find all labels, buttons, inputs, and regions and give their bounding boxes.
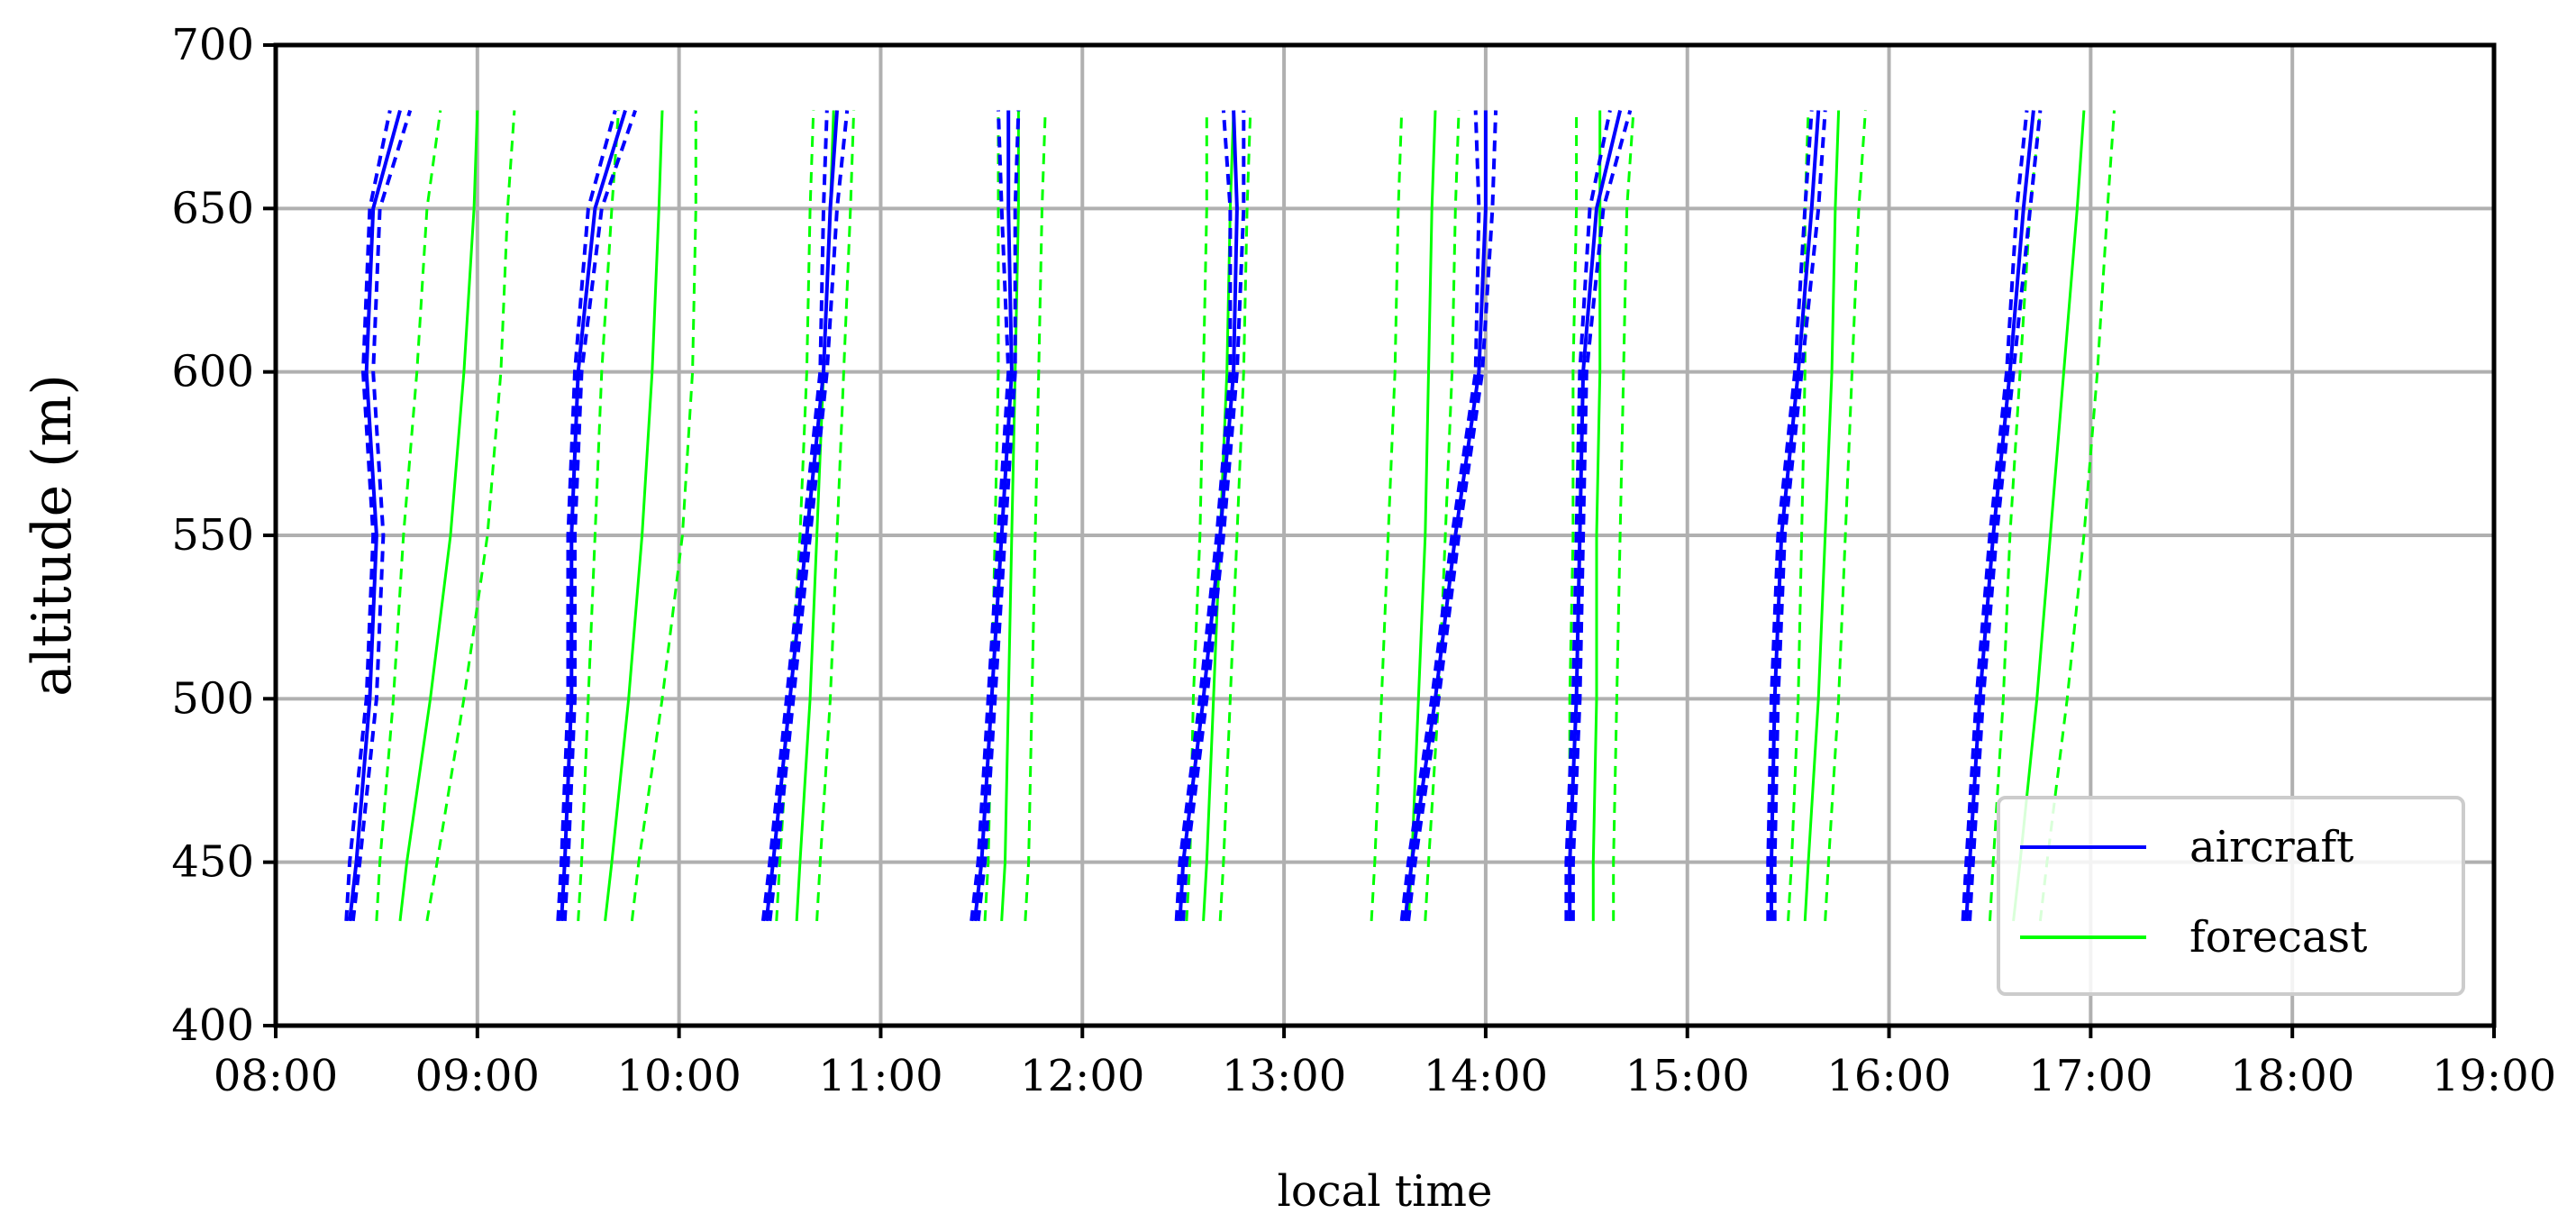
forecast-spread-line-2-upper (630, 110, 697, 922)
aircraft-spread-line-3-upper (768, 110, 850, 922)
aircraft-spread-line-9-upper (1968, 110, 2043, 922)
forecast-line-7 (1591, 110, 1602, 921)
forecast-spread-line-9-lower (1989, 110, 2042, 921)
aircraft-spread-line-8-upper (1772, 110, 1827, 921)
x-tick-label: 15:00 (1625, 1051, 1750, 1101)
forecast-spread-line-8-upper (1824, 110, 1867, 921)
forecast-spread-line-6-upper (1424, 110, 1461, 921)
x-tick-label: 09:00 (415, 1051, 540, 1101)
plot-area (344, 109, 2116, 922)
y-axis-label: altitude (m) (21, 374, 84, 697)
aircraft-spread-line-7-upper (1570, 109, 1633, 921)
x-tick-label: 13:00 (1222, 1051, 1346, 1101)
aircraft-spread-line-5-upper (1181, 110, 1246, 922)
aircraft-line-5 (1178, 110, 1239, 922)
forecast-line-8 (1803, 110, 1841, 921)
x-tick-label: 11:00 (818, 1051, 942, 1101)
forecast-line-2 (604, 110, 664, 922)
x-tick-label: 12:00 (1020, 1051, 1144, 1101)
forecast-line-4 (1000, 110, 1020, 921)
y-tick-label: 700 (171, 20, 254, 70)
aircraft-line-8 (1770, 110, 1821, 921)
aircraft-spread-line-2-upper (562, 109, 637, 922)
legend: aircraft forecast (1997, 796, 2465, 996)
y-tick-label: 650 (171, 183, 254, 233)
aircraft-spread-line-1-upper (350, 109, 413, 922)
aircraft-spread-line-5-lower (1174, 110, 1233, 922)
forecast-spread-line-3-upper (815, 110, 856, 921)
forecast-spread-line-6-lower (1370, 110, 1404, 921)
aircraft-spread-line-2-lower (556, 109, 617, 922)
legend-label-forecast: forecast (2189, 912, 2367, 963)
forecast-spread-line-2-lower (577, 110, 620, 921)
aircraft-spread-line-3-lower (760, 110, 829, 922)
forecast-spread-line-4-upper (1024, 110, 1047, 921)
x-tick-label: 17:00 (2028, 1051, 2153, 1101)
forecast-spread-line-1-lower (375, 110, 442, 921)
aircraft-line-2 (560, 109, 627, 922)
forecast-spread-line-5-lower (1185, 110, 1208, 921)
forecast-spread-line-1-upper (425, 110, 516, 922)
y-tick-label: 450 (171, 837, 254, 888)
aircraft-spread-line-7-lower (1564, 110, 1612, 921)
forecast-spread-line-4-lower (983, 110, 1000, 921)
y-tick-label: 550 (171, 510, 254, 561)
x-tick-label: 10:00 (616, 1051, 741, 1101)
aircraft-spread-line-9-lower (1961, 110, 2029, 922)
aircraft-line-7 (1568, 110, 1623, 921)
x-tick-label: 14:00 (1424, 1051, 1548, 1101)
x-tick-label: 19:00 (2432, 1051, 2556, 1101)
aircraft-line-1 (348, 109, 402, 922)
aircraft-spread-line-6-upper (1406, 110, 1498, 922)
x-axis-label: local time (1278, 1166, 1493, 1217)
x-tick-label: 16:00 (1826, 1051, 1951, 1101)
forecast-spread-line-7-upper (1612, 110, 1635, 921)
x-tick-label: 08:00 (214, 1051, 338, 1101)
aircraft-spread-line-8-lower (1766, 110, 1814, 921)
aircraft-line-4 (972, 110, 1014, 922)
x-tick-label: 18:00 (2230, 1051, 2354, 1101)
aircraft-line-3 (764, 110, 839, 922)
aircraft-spread-line-1-lower (344, 110, 392, 922)
forecast-spread-line-8-lower (1787, 110, 1810, 921)
aircraft-line-9 (1964, 110, 2035, 922)
aircraft-spread-line-4-lower (969, 110, 1011, 922)
legend-label-aircraft: aircraft (2189, 822, 2353, 872)
forecast-line-1 (398, 110, 479, 922)
y-tick-label: 400 (171, 1000, 254, 1051)
axes-ticks: 08:00 09:00 10:00 11:00 12:00 13:00 14:00 15:00… (171, 20, 2556, 1101)
aircraft-line-6 (1403, 110, 1488, 922)
y-tick-label: 600 (171, 347, 254, 397)
forecast-spread-line-3-lower (775, 110, 815, 921)
aircraft-spread-line-4-upper (976, 110, 1021, 922)
aircraft-spread-line-6-lower (1399, 110, 1481, 922)
forecast-spread-line-5-upper (1218, 110, 1252, 921)
y-tick-label: 500 (171, 673, 254, 724)
